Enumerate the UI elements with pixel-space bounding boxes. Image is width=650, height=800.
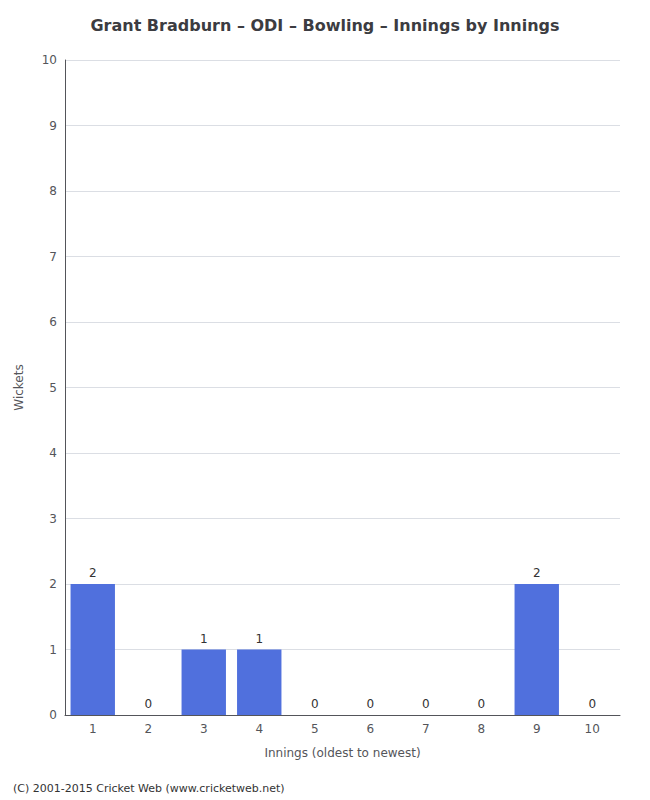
svg-text:9: 9: [533, 722, 541, 736]
svg-text:1: 1: [49, 643, 57, 657]
svg-text:8: 8: [477, 722, 485, 736]
svg-text:(C) 2001-2015 Cricket Web (www: (C) 2001-2015 Cricket Web (www.cricketwe…: [13, 782, 285, 795]
svg-text:7: 7: [49, 250, 57, 264]
svg-text:4: 4: [255, 722, 263, 736]
svg-text:2: 2: [144, 722, 152, 736]
svg-text:Wickets: Wickets: [12, 364, 26, 410]
svg-text:6: 6: [366, 722, 374, 736]
svg-text:5: 5: [311, 722, 319, 736]
svg-text:0: 0: [49, 708, 57, 722]
svg-text:0: 0: [311, 697, 319, 711]
svg-text:1: 1: [200, 632, 208, 646]
svg-text:1: 1: [255, 632, 263, 646]
svg-text:Innings (oldest to newest): Innings (oldest to newest): [264, 746, 420, 760]
svg-text:Grant Bradburn – ODI – Bowling: Grant Bradburn – ODI – Bowling – Innings…: [90, 16, 559, 35]
svg-text:2: 2: [89, 566, 97, 580]
svg-text:0: 0: [366, 697, 374, 711]
svg-text:3: 3: [49, 512, 57, 526]
svg-text:2: 2: [533, 566, 541, 580]
svg-text:4: 4: [49, 446, 57, 460]
svg-text:0: 0: [477, 697, 485, 711]
svg-text:1: 1: [89, 722, 97, 736]
svg-text:10: 10: [585, 722, 600, 736]
svg-text:5: 5: [49, 381, 57, 395]
svg-text:7: 7: [422, 722, 430, 736]
svg-text:2: 2: [49, 577, 57, 591]
svg-text:3: 3: [200, 722, 208, 736]
svg-text:9: 9: [49, 119, 57, 133]
svg-text:0: 0: [422, 697, 430, 711]
svg-text:0: 0: [588, 697, 596, 711]
svg-text:6: 6: [49, 315, 57, 329]
svg-text:10: 10: [42, 53, 57, 67]
svg-text:0: 0: [144, 697, 152, 711]
svg-text:8: 8: [49, 184, 57, 198]
